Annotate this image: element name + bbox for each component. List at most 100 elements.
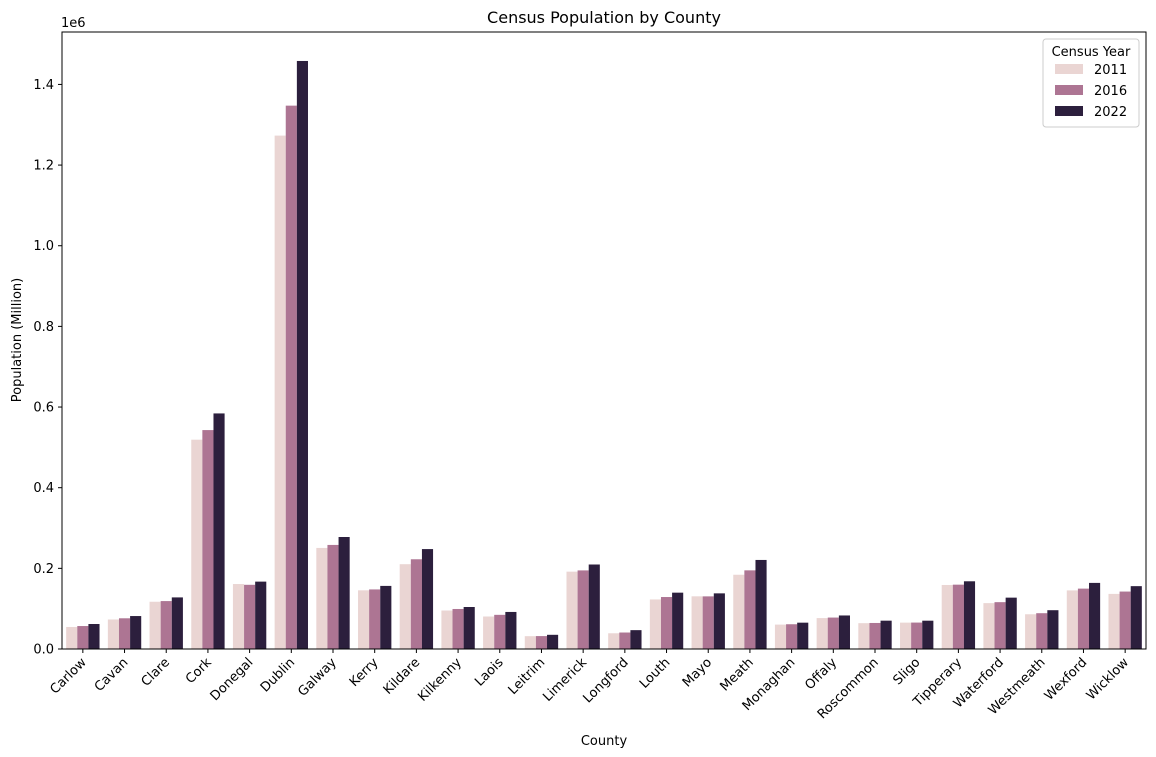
bar-louth-2011 [649,599,661,649]
bar-monaghan-2022 [797,622,809,649]
y-tick-label: 0.2 [33,562,54,577]
bar-sligo-2011 [900,622,912,649]
bar-limerick-2022 [588,564,600,649]
bar-wicklow-2022 [1130,586,1142,649]
bar-galway-2016 [327,544,339,649]
x-tick-label-sligo: Sligo [891,655,924,688]
bar-wexford-2016 [1077,588,1090,649]
bar-meath-2011 [733,574,745,649]
x-tick-label-wexford: Wexford [1042,655,1090,703]
bar-galway-2011 [316,547,328,649]
y-tick-label: 1.2 [33,159,54,174]
bar-westmeath-2016 [1036,613,1048,649]
bar-longford-2016 [619,632,631,649]
bar-cavan-2022 [130,616,142,649]
bar-wicklow-2011 [1108,593,1120,649]
bar-kerry-2016 [369,589,381,649]
x-tick-label-laois: Laois [472,655,506,689]
y-tick-label: 0.6 [33,401,54,416]
y-tick-label: 0.8 [33,320,54,335]
bar-tipperary-2022 [963,581,976,649]
bar-louth-2022 [672,592,684,649]
bar-roscommon-2022 [880,620,892,649]
bar-meath-2016 [744,570,756,649]
x-tick-label-carlow: Carlow [48,655,90,697]
bar-dublin-2022 [296,60,308,650]
x-tick-label-offaly: Offaly [802,655,840,693]
bar-mayo-2016 [702,596,714,649]
x-tick-label-louth: Louth [637,655,673,691]
legend-frame [1042,38,1140,128]
bar-monaghan-2016 [786,624,798,649]
bar-waterford-2016 [994,602,1006,649]
y-offset-label: 1e6 [61,16,86,31]
bar-wexford-2022 [1089,582,1101,649]
bar-kilkenny-2011 [441,610,453,649]
x-tick-label-kerry: Kerry [347,655,382,690]
bar-kildare-2022 [421,549,434,649]
bar-offaly-2011 [816,618,828,649]
bar-waterford-2022 [1005,597,1017,649]
bar-kerry-2011 [358,590,370,649]
x-tick-label-mayo: Mayo [680,655,715,690]
bar-mayo-2022 [713,593,725,649]
bar-kilkenny-2022 [463,607,475,649]
bar-leitrim-2011 [524,636,536,649]
x-tick-label-dublin: Dublin [258,655,298,695]
legend-swatch-2022 [1055,106,1083,116]
bar-roscommon-2011 [858,623,870,649]
y-tick-label: 0.4 [33,481,54,496]
bar-laois-2011 [483,616,495,649]
bar-louth-2016 [660,597,673,649]
x-tick-label-cork: Cork [183,655,215,687]
x-axis-label: County [581,734,628,749]
bar-sligo-2022 [922,620,934,649]
bar-kilkenny-2016 [452,608,464,649]
bar-sligo-2016 [911,622,923,649]
bar-donegal-2011 [232,584,245,649]
bar-tipperary-2016 [952,584,964,649]
bar-meath-2022 [755,559,767,649]
bar-dublin-2011 [274,135,286,650]
bar-carlow-2022 [88,624,100,649]
x-tick-label-meath: Meath [717,655,756,694]
bar-leitrim-2016 [535,636,548,649]
bar-cork-2022 [213,413,225,649]
y-tick-label: 0.0 [33,643,54,658]
x-tick-label-longford: Longford [581,655,632,706]
bar-clare-2011 [149,601,161,649]
bar-leitrim-2022 [547,634,559,649]
bar-westmeath-2022 [1047,610,1059,649]
x-tick-label-kilkenny: Kilkenny [415,655,465,705]
bar-laois-2022 [505,611,517,649]
bar-wicklow-2016 [1119,591,1131,649]
bar-limerick-2016 [577,570,589,649]
bar-longford-2022 [630,630,642,649]
bar-wexford-2011 [1066,590,1078,649]
bar-clare-2022 [171,597,183,649]
bar-mayo-2011 [691,596,703,649]
bar-carlow-2011 [66,626,78,649]
bar-longford-2011 [608,633,620,649]
bar-laois-2016 [494,614,506,649]
bar-kerry-2022 [380,585,392,649]
chart-title: Census Population by County [487,8,721,27]
bar-clare-2016 [160,601,172,649]
bar-waterford-2011 [983,603,995,649]
bar-cavan-2011 [107,619,119,649]
bar-westmeath-2011 [1025,614,1037,649]
legend-title: Census Year [1052,45,1131,60]
bar-cavan-2016 [118,618,131,649]
bar-offaly-2022 [838,615,850,649]
y-tick-label: 1.0 [33,239,54,254]
bar-offaly-2016 [827,617,839,649]
x-tick-label-galway: Galway [295,655,340,700]
bar-cork-2016 [202,430,214,649]
legend-swatch-2016 [1055,85,1083,95]
legend-swatch-2011 [1055,64,1083,74]
y-tick-label: 1.4 [33,78,54,93]
y-axis: 0.0 0.2 0.4 0.6 0.8 1.0 1.2 1.4 [33,78,62,658]
plot-frame [61,31,1147,650]
